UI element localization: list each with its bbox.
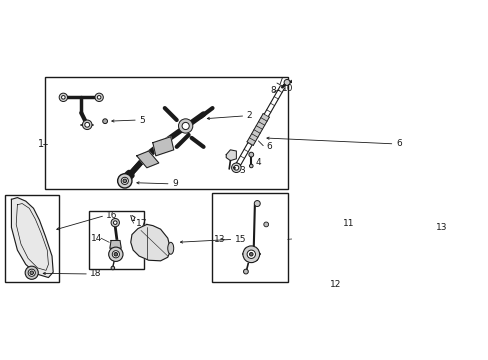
Text: 7: 7 (277, 77, 283, 86)
Polygon shape (130, 224, 170, 261)
Circle shape (291, 79, 296, 84)
Circle shape (249, 252, 253, 256)
Text: 4: 4 (256, 158, 261, 167)
Circle shape (111, 219, 119, 227)
Polygon shape (246, 114, 269, 145)
Text: 14: 14 (91, 234, 102, 243)
Circle shape (84, 122, 89, 127)
Circle shape (264, 222, 268, 227)
Circle shape (121, 177, 128, 184)
Polygon shape (110, 240, 121, 248)
Circle shape (114, 252, 118, 256)
Circle shape (25, 266, 38, 279)
Text: 9: 9 (172, 179, 177, 188)
Circle shape (97, 95, 101, 99)
Circle shape (182, 122, 189, 130)
Text: 1: 1 (38, 139, 44, 149)
Polygon shape (308, 260, 313, 275)
Text: 10: 10 (282, 85, 293, 94)
Text: 16: 16 (106, 211, 118, 220)
Text: 13: 13 (214, 235, 225, 244)
Text: 15: 15 (234, 235, 245, 244)
Text: 12: 12 (329, 280, 341, 289)
Text: 2: 2 (246, 111, 252, 120)
Circle shape (246, 250, 255, 258)
Bar (45, 77, 287, 189)
Polygon shape (308, 224, 330, 232)
Text: 18: 18 (90, 269, 102, 278)
Text: 13: 13 (435, 223, 447, 232)
Text: 11: 11 (343, 219, 354, 228)
Ellipse shape (167, 242, 173, 254)
Circle shape (178, 119, 192, 133)
Circle shape (249, 164, 253, 168)
Circle shape (243, 269, 248, 274)
Circle shape (243, 246, 259, 262)
Circle shape (231, 163, 241, 172)
Text: 17: 17 (135, 219, 147, 228)
Bar (211, 193, 287, 282)
Circle shape (111, 266, 114, 270)
Circle shape (118, 174, 132, 188)
Circle shape (248, 152, 253, 157)
Text: 8: 8 (270, 86, 276, 95)
Circle shape (82, 120, 92, 130)
Bar (89, 211, 144, 269)
Circle shape (318, 231, 321, 235)
Polygon shape (226, 150, 236, 161)
Bar (5, 195, 59, 282)
Circle shape (102, 119, 107, 123)
Circle shape (233, 165, 238, 170)
Circle shape (308, 249, 313, 254)
Circle shape (61, 95, 65, 99)
Polygon shape (11, 198, 53, 278)
Circle shape (123, 179, 126, 183)
Circle shape (28, 269, 35, 276)
Text: 5: 5 (140, 116, 145, 125)
Circle shape (254, 201, 260, 207)
Circle shape (59, 93, 67, 102)
Circle shape (95, 93, 103, 102)
Polygon shape (308, 235, 330, 242)
Circle shape (284, 80, 289, 85)
Text: 3: 3 (239, 166, 244, 175)
Circle shape (315, 229, 324, 238)
Text: 6: 6 (396, 139, 402, 148)
Text: 6: 6 (265, 142, 271, 151)
Circle shape (310, 224, 328, 242)
Circle shape (113, 221, 117, 224)
Circle shape (108, 247, 123, 261)
Circle shape (30, 271, 34, 275)
Polygon shape (153, 137, 173, 156)
Circle shape (306, 247, 316, 256)
Circle shape (112, 251, 119, 258)
Polygon shape (137, 151, 159, 168)
